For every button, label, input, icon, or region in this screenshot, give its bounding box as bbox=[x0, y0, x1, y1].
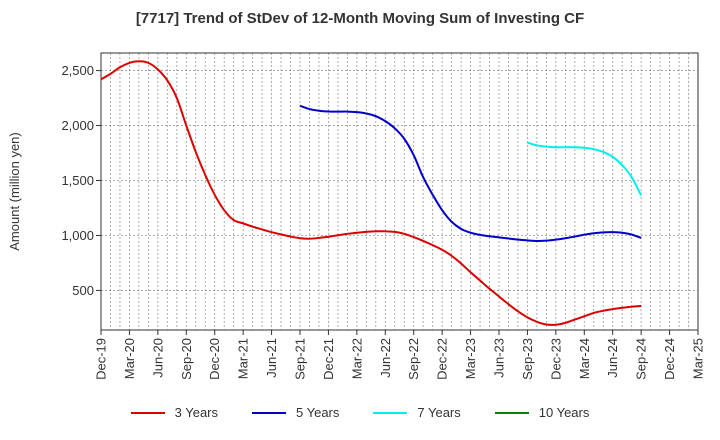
x-tick-label: Mar-25 bbox=[691, 338, 706, 379]
x-tick-label: Dec-22 bbox=[435, 338, 450, 380]
x-tick-label: Jun-22 bbox=[378, 338, 393, 378]
legend-swatch bbox=[130, 411, 165, 414]
legend-label: 7 Years bbox=[417, 405, 461, 420]
legend: 3 Years 5 Years 7 Years 10 Years bbox=[0, 405, 720, 420]
legend-label: 3 Years bbox=[174, 405, 218, 420]
y-tick-label: 2,500 bbox=[61, 63, 94, 78]
x-tick-label: Sep-20 bbox=[179, 338, 194, 380]
x-tick-label: Jun-21 bbox=[264, 338, 279, 378]
x-tick-label: Sep-23 bbox=[520, 338, 535, 380]
series-line-7-years bbox=[527, 141, 643, 196]
legend-swatch bbox=[494, 411, 529, 414]
x-tick-label: Mar-20 bbox=[122, 338, 137, 379]
x-tick-label: Jun-20 bbox=[150, 338, 165, 378]
legend-swatch bbox=[252, 411, 286, 414]
x-tick-label: Mar-24 bbox=[577, 338, 592, 379]
x-axis: Dec-19 Mar-20 Jun-20 Sep-20 Dec-20 Mar-21 Jun-… bbox=[94, 330, 706, 380]
legend-item: 3 Years bbox=[130, 405, 218, 420]
legend-item: 7 Years bbox=[373, 405, 461, 420]
x-tick-label: Dec-24 bbox=[662, 338, 677, 380]
y-tick-label: 1,500 bbox=[61, 173, 94, 188]
x-tick-label: Mar-22 bbox=[349, 338, 364, 379]
legend-label: 10 Years bbox=[538, 405, 590, 420]
plot-frame bbox=[100, 52, 699, 331]
grid-lines bbox=[101, 53, 698, 330]
x-tick-label: Sep-24 bbox=[634, 338, 649, 380]
series-line-3-years bbox=[100, 60, 642, 326]
y-axis: 500 1,000 1,500 2,000 2,500 bbox=[61, 63, 101, 298]
x-tick-label: Sep-21 bbox=[293, 338, 308, 380]
legend-swatch bbox=[373, 411, 408, 414]
x-tick-label: Sep-22 bbox=[406, 338, 421, 380]
chart-title: [7717] Trend of StDev of 12-Month Moving… bbox=[135, 10, 585, 27]
legend-item: 10 Years bbox=[494, 405, 590, 420]
y-tick-label: 2,000 bbox=[61, 118, 94, 133]
x-tick-label: Dec-19 bbox=[94, 338, 109, 380]
series-lines bbox=[100, 60, 643, 326]
x-tick-label: Mar-21 bbox=[236, 338, 251, 379]
x-tick-label: Jun-24 bbox=[605, 338, 620, 378]
x-tick-label: Dec-20 bbox=[207, 338, 222, 380]
x-tick-label: Dec-21 bbox=[321, 338, 336, 380]
legend-item: 5 Years bbox=[252, 405, 339, 420]
x-tick-label: Dec-23 bbox=[548, 338, 563, 380]
y-tick-label: 500 bbox=[72, 283, 94, 298]
legend-label: 5 Years bbox=[296, 405, 340, 420]
x-tick-label: Jun-23 bbox=[492, 338, 507, 378]
y-axis-label: Amount (million yen) bbox=[7, 132, 22, 251]
x-tick-label: Mar-23 bbox=[463, 338, 478, 379]
y-tick-label: 1,000 bbox=[61, 228, 94, 243]
series-line-5-years bbox=[299, 104, 642, 242]
